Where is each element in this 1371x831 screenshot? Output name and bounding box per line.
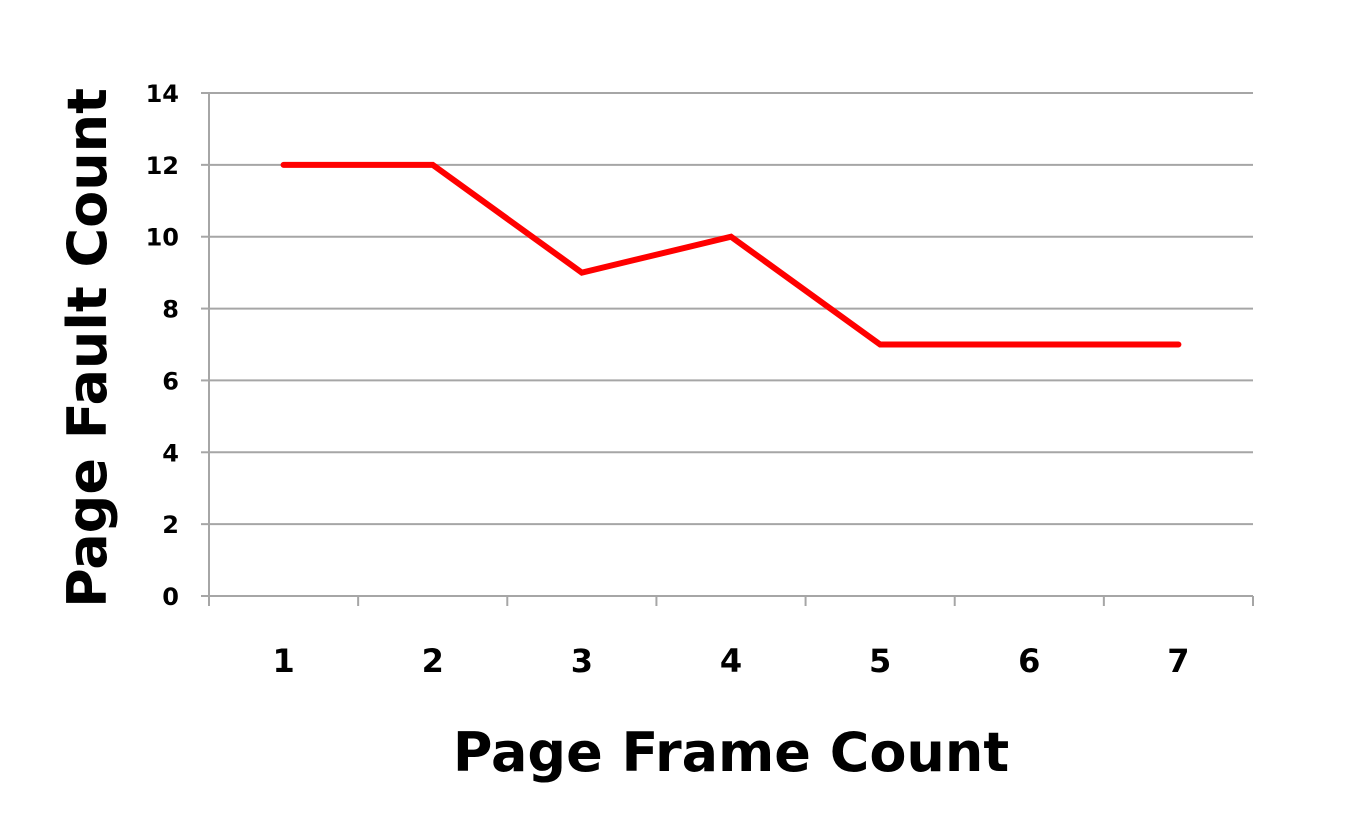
y-tick-label: 10 [146,224,179,252]
series-line [284,165,1179,345]
x-axis-title: Page Frame Count [453,721,1009,784]
gridlines [209,93,1253,524]
axes [201,93,1253,606]
y-tick-label: 0 [162,583,179,611]
y-tick-label: 8 [162,296,179,324]
x-tick-label: 6 [1018,642,1040,680]
series-lines [283,165,1178,345]
y-tick-label: 14 [146,80,179,108]
y-tick-label: 12 [146,152,179,180]
x-tick-label: 1 [272,642,294,680]
x-tick-label: 3 [571,642,593,680]
x-tick-label: 4 [720,642,742,680]
x-tick-labels: 1 2 3 4 5 6 7 [272,642,1189,680]
y-axis-title: Page Fault Count [56,88,119,608]
x-tick-label: 7 [1167,642,1189,680]
y-tick-labels: 0 2 4 6 8 10 12 14 [146,80,179,611]
y-tick-label: 4 [162,439,179,467]
x-tick-label: 2 [422,642,444,680]
y-tick-label: 2 [162,511,179,539]
y-tick-label: 6 [162,367,179,395]
x-tick-label: 5 [869,642,891,680]
